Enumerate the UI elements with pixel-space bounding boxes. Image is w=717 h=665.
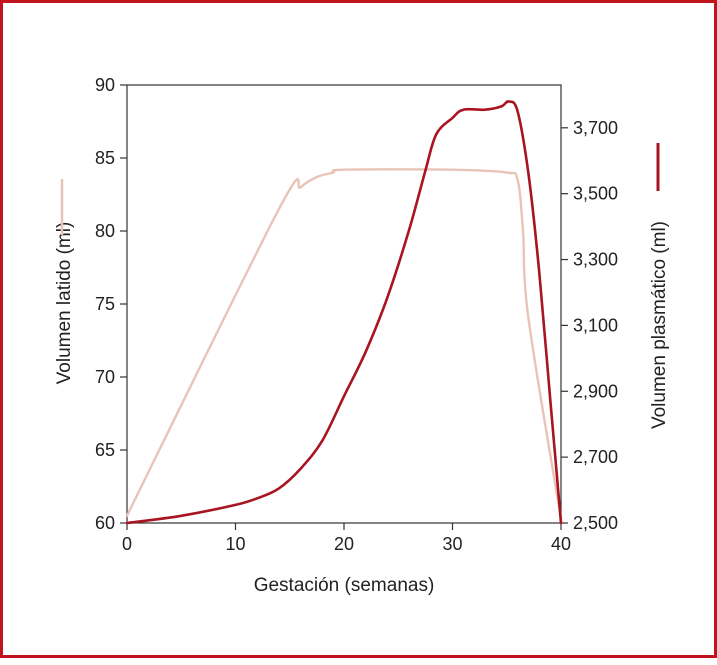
x-tick-label: 40	[551, 534, 571, 554]
left-y-tick-label: 70	[95, 367, 115, 387]
plot-area-border	[126, 84, 562, 524]
left-y-tick-label: 85	[95, 148, 115, 168]
right-y-tick-label: 3,500	[573, 184, 618, 204]
stroke-volume-line	[125, 168, 563, 520]
left-y-tick-label: 90	[95, 75, 115, 95]
left-y-tick-label: 80	[95, 221, 115, 241]
left-axis-title: Volumen latido (ml)	[54, 222, 75, 385]
right-y-tick-label: 2,900	[573, 381, 618, 401]
left-y-tick-label: 75	[95, 294, 115, 314]
x-tick-label: 10	[225, 534, 245, 554]
right-y-tick-label: 2,500	[573, 513, 618, 533]
x-tick-label: 20	[334, 534, 354, 554]
x-tick-label: 0	[122, 534, 132, 554]
dual-axis-line-chart: 0 10 20 30 40 60 65 70 75 80 85 90 2,500 2,700 2,900 3,…	[54, 75, 670, 596]
right-y-tick-label: 3,100	[573, 315, 618, 335]
axis-ticks: 0 10 20 30 40 60 65 70 75 80 85 90 2,500 2,700 2,900 3,…	[95, 75, 618, 554]
right-y-tick-label: 2,700	[573, 447, 618, 467]
right-y-tick-label: 3,300	[573, 250, 618, 270]
left-y-tick-label: 60	[95, 513, 115, 533]
x-tick-label: 30	[442, 534, 462, 554]
plasma-volume-line	[125, 100, 563, 525]
right-axis-title: Volumen plasmático (ml)	[649, 221, 670, 429]
series-lines	[125, 100, 563, 525]
right-y-tick-label: 3,700	[573, 118, 618, 138]
x-axis-title: Gestación (semanas)	[254, 575, 435, 596]
left-y-tick-label: 65	[95, 440, 115, 460]
